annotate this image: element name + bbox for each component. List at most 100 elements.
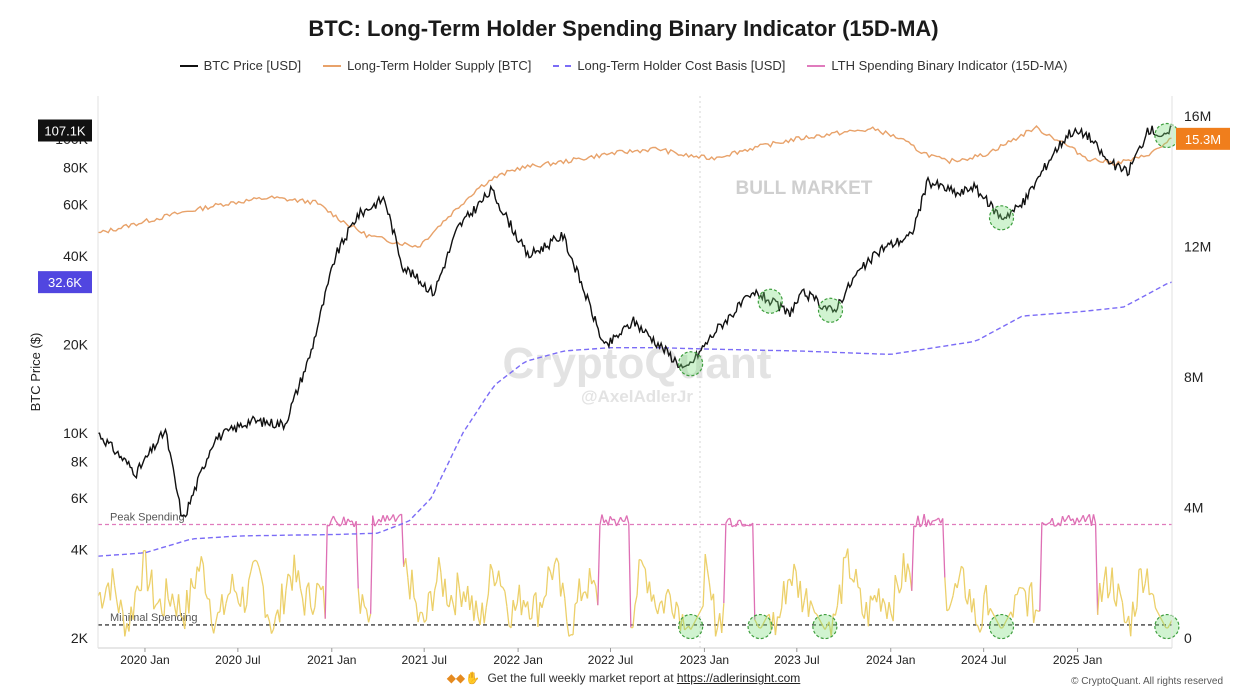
lth-spending-segment: [343, 516, 347, 526]
lth-spending-segment: [115, 599, 120, 613]
lth-spending-segment: [840, 557, 845, 604]
lth-spending-segment: [1088, 514, 1093, 526]
lth-spending-segment: [836, 584, 841, 606]
lth-spending-segment: [700, 605, 704, 611]
y2-tick-label: 12M: [1184, 239, 1211, 255]
lth-spending-segment: [818, 617, 822, 623]
y2-tick-label: 8M: [1184, 369, 1203, 385]
lth-spending-segment: [601, 514, 605, 523]
price-highlight-circle: [757, 288, 783, 314]
lth-spending-segment: [617, 516, 622, 523]
lth-spending-segment: [799, 580, 803, 613]
lth-spending-segment: [812, 606, 816, 613]
lth-spending-segment: [714, 627, 719, 637]
lth-spending-segment: [118, 599, 122, 613]
lth-spending-segment: [673, 601, 677, 619]
lth-spending-segment: [458, 588, 463, 607]
lth-spending-segment: [384, 515, 388, 522]
lth-spending-segment: [363, 605, 368, 610]
spending-low-highlight-circle: [812, 613, 838, 640]
legend-swatch-lth-cost-basis: [553, 64, 572, 67]
lth-spending-segment: [493, 581, 498, 587]
lth-spending-segment: [266, 614, 271, 622]
y-tick-label: 4K: [71, 542, 89, 558]
lth-spending-segment: [332, 515, 337, 521]
lth-spending-segment: [638, 558, 642, 561]
lth-spending-segment: [252, 559, 256, 563]
bull-market-annotation: BULL MARKET: [736, 178, 873, 199]
legend-item-lth-cost-basis[interactable]: Long-Term Holder Cost Basis [USD]: [553, 58, 785, 73]
lth-spending-segment: [780, 581, 785, 609]
lth-spending-segment: [675, 601, 679, 608]
lth-spending-segment: [256, 561, 260, 568]
lth-spending-segment: [101, 599, 105, 609]
legend-swatch-btc-price: [179, 64, 198, 67]
lth-spending-segment: [989, 607, 993, 613]
lth-spending-segment: [440, 572, 444, 597]
lth-spending-segment: [574, 601, 578, 605]
lth-spending-segment: [652, 594, 657, 608]
lth-spending-segment: [896, 583, 901, 594]
lth-spending-segment: [690, 625, 694, 630]
lth-supply-line: [98, 124, 1173, 248]
lth-spending-segment: [146, 583, 151, 592]
lth-spending-segment: [1035, 609, 1039, 612]
diamond-hands-icon: ◆◆✋: [446, 671, 481, 685]
lth-spending-segment: [597, 525, 601, 606]
legend-item-lth-spending[interactable]: LTH Spending Binary Indicator (15D-MA): [807, 58, 1067, 73]
lth-spending-segment: [962, 568, 967, 599]
lth-spending-segment: [578, 578, 582, 602]
lth-spending-segment: [124, 623, 128, 637]
lth-spending-segment: [938, 517, 942, 524]
lth-spending-segment: [888, 602, 892, 614]
lth-spending-segment: [987, 608, 991, 616]
lth-spending-segment: [504, 591, 508, 607]
lth-spending-segment: [382, 515, 386, 522]
lth-spending-segment: [634, 594, 638, 606]
watermark-text: CryptoQuant: [503, 339, 772, 388]
lth-spending-segment: [1111, 567, 1115, 600]
lth-spending-segment: [814, 612, 818, 615]
lth-spending-segment: [140, 550, 145, 591]
lth-spending-segment: [520, 600, 525, 616]
lth-spending-segment: [995, 619, 1000, 625]
lth-spending-segment: [345, 518, 349, 526]
lth-spending-segment: [285, 573, 289, 591]
lth-spending-segment: [754, 619, 758, 625]
lth-spending-segment: [254, 559, 258, 563]
lth-spending-segment: [1163, 623, 1167, 629]
lth-spending-segment: [1045, 522, 1049, 526]
lth-spending-segment: [791, 563, 795, 586]
lth-spending-segment: [977, 625, 981, 633]
lth-spending-segment: [361, 594, 366, 607]
lth-spending-segment: [483, 607, 487, 624]
legend-item-lth-supply[interactable]: Long-Term Holder Supply [BTC]: [323, 58, 531, 73]
report-link[interactable]: https://adlerinsight.com: [676, 671, 801, 685]
lth-spending-segment: [760, 623, 764, 629]
x-tick-label: 2023 Jul: [774, 653, 819, 667]
lth-spending-segment: [339, 523, 343, 527]
lth-spending-segment: [946, 608, 950, 612]
x-tick-label: 2022 Jul: [588, 653, 633, 667]
lth-spending-segment: [991, 611, 995, 617]
lth-spending-segment: [566, 621, 570, 637]
lth-spending-segment: [568, 634, 572, 637]
lth-spending-segment: [906, 563, 911, 573]
lth-spending-segment: [557, 562, 562, 597]
lth-spending-segment: [165, 578, 169, 599]
lth-spending-segment: [677, 607, 682, 632]
lth-spending-segment: [892, 575, 896, 622]
lth-spending-segment: [456, 572, 461, 589]
lth-spending-segment: [471, 595, 475, 621]
legend-item-btc-price[interactable]: BTC Price [USD]: [179, 58, 301, 73]
lth-spending-segment: [334, 520, 339, 524]
lth-spending-segment: [1101, 581, 1105, 602]
lth-spending-segment: [1074, 517, 1078, 525]
lth-spending-segment: [1159, 615, 1163, 621]
lth-spending-segment: [1142, 583, 1146, 593]
lth-spending-segment: [580, 592, 584, 602]
watermark-handle: @AxelAdlerJr: [581, 387, 693, 406]
x-tick-label: 2020 Jul: [215, 653, 260, 667]
lth-spending-segment: [551, 564, 556, 581]
